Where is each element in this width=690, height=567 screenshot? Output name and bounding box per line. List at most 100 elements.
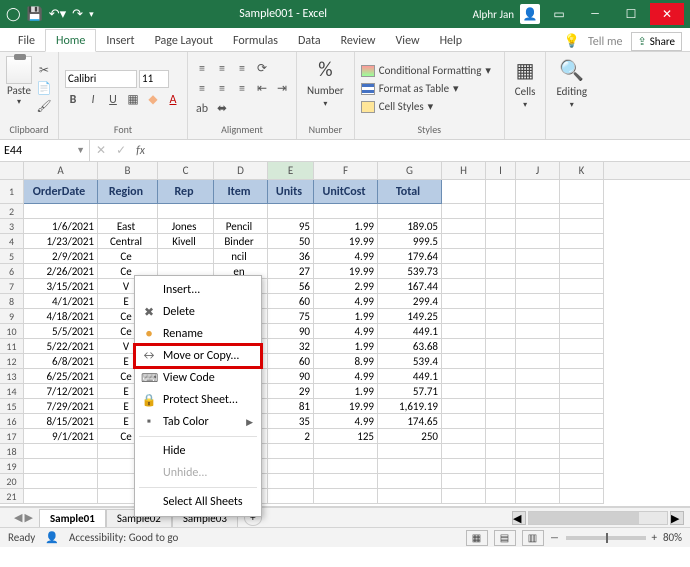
cell[interactable]: 179.64	[378, 249, 442, 264]
zoom-level[interactable]: 80%	[663, 531, 682, 544]
cell[interactable]: 1.99	[314, 384, 378, 399]
menu-insert[interactable]: Insert...	[135, 279, 261, 301]
col-header-F[interactable]: F	[314, 162, 378, 179]
cell[interactable]	[442, 234, 486, 249]
indent-dec-icon[interactable]: ⇤	[254, 81, 270, 97]
bold-icon[interactable]: B	[65, 92, 81, 108]
row-number[interactable]: 5	[0, 249, 24, 264]
sheet-next-icon[interactable]: ▶	[24, 511, 32, 524]
tab-data[interactable]: Data	[288, 30, 331, 51]
menu-protect-sheet[interactable]: 🔒Protect Sheet...	[135, 389, 261, 411]
cell[interactable]: 8/15/2021	[24, 414, 98, 429]
cell[interactable]	[516, 324, 560, 339]
menu-rename[interactable]: ●Rename	[135, 323, 261, 345]
cell[interactable]	[516, 294, 560, 309]
cell[interactable]: 6/25/2021	[24, 369, 98, 384]
cell[interactable]	[314, 204, 378, 219]
row-number[interactable]: 16	[0, 414, 24, 429]
cell[interactable]	[24, 204, 98, 219]
cell[interactable]	[314, 459, 378, 474]
cell[interactable]: 539.4	[378, 354, 442, 369]
share-button[interactable]: ⇪Share	[631, 32, 682, 51]
cell[interactable]	[442, 324, 486, 339]
cell[interactable]: 449.1	[378, 369, 442, 384]
cell[interactable]	[516, 204, 560, 219]
cell[interactable]: 2.99	[314, 279, 378, 294]
view-page-break-icon[interactable]: ▥	[522, 530, 544, 546]
cell[interactable]	[486, 384, 516, 399]
cell[interactable]: 1.99	[314, 309, 378, 324]
chevron-down-icon[interactable]: ▼	[76, 145, 85, 156]
cell[interactable]	[486, 264, 516, 279]
sheet-nav[interactable]: ◀▶	[8, 511, 39, 524]
cell[interactable]: 1.99	[314, 339, 378, 354]
cell[interactable]	[486, 399, 516, 414]
wrap-text-icon[interactable]: ab	[194, 101, 210, 117]
cell[interactable]	[486, 219, 516, 234]
paste-button[interactable]: Paste▾	[6, 56, 32, 121]
cell[interactable]	[560, 384, 604, 399]
align-bottom-icon[interactable]: ≡	[234, 61, 250, 77]
cell[interactable]: 60	[268, 294, 314, 309]
header-cell[interactable]: Rep	[158, 180, 214, 204]
cell[interactable]	[486, 459, 516, 474]
cell[interactable]: 299.4	[378, 294, 442, 309]
cell[interactable]: 57.71	[378, 384, 442, 399]
cell[interactable]	[442, 399, 486, 414]
cell[interactable]: 35	[268, 414, 314, 429]
row-number[interactable]: 13	[0, 369, 24, 384]
cell[interactable]	[24, 489, 98, 504]
cell[interactable]	[378, 474, 442, 489]
merge-icon[interactable]: ⬌	[214, 101, 230, 117]
header-cell[interactable]: Item	[214, 180, 268, 204]
tab-review[interactable]: Review	[331, 30, 386, 51]
col-header-G[interactable]: G	[378, 162, 442, 179]
tell-me-icon[interactable]: 💡	[564, 34, 580, 49]
cancel-formula-icon[interactable]: ✕	[96, 143, 106, 158]
cell[interactable]: 1,619.19	[378, 399, 442, 414]
cell[interactable]: 4.99	[314, 249, 378, 264]
header-cell[interactable]	[516, 180, 560, 204]
cell[interactable]	[516, 399, 560, 414]
header-cell[interactable]: Total	[378, 180, 442, 204]
align-right-icon[interactable]: ≡	[234, 81, 250, 97]
cell[interactable]	[516, 354, 560, 369]
hscroll-left-icon[interactable]: ◀	[512, 511, 526, 525]
italic-icon[interactable]: I	[85, 92, 101, 108]
cell[interactable]	[516, 249, 560, 264]
row-number[interactable]: 21	[0, 489, 24, 504]
cell[interactable]: Binder	[214, 234, 268, 249]
font-name-select[interactable]	[65, 70, 137, 88]
redo-icon[interactable]: ↷	[72, 7, 83, 22]
cell[interactable]: 32	[268, 339, 314, 354]
cell[interactable]	[560, 339, 604, 354]
tab-help[interactable]: Help	[430, 30, 473, 51]
autosave-icon[interactable]: ◯	[6, 7, 21, 22]
row-number[interactable]: 2	[0, 204, 24, 219]
tab-view[interactable]: View	[386, 30, 430, 51]
cell[interactable]	[486, 204, 516, 219]
col-header-B[interactable]: B	[98, 162, 158, 179]
font-size-select[interactable]	[139, 70, 169, 88]
accessibility-icon[interactable]: 👤	[45, 531, 59, 544]
cell[interactable]	[516, 429, 560, 444]
cell[interactable]	[98, 204, 158, 219]
cell[interactable]	[486, 414, 516, 429]
cell[interactable]: 60	[268, 354, 314, 369]
row-number[interactable]: 10	[0, 324, 24, 339]
cell[interactable]	[560, 399, 604, 414]
cell[interactable]: 9/1/2021	[24, 429, 98, 444]
cell[interactable]: 27	[268, 264, 314, 279]
tab-formulas[interactable]: Formulas	[223, 30, 288, 51]
tab-page-layout[interactable]: Page Layout	[145, 30, 223, 51]
tell-me-label[interactable]: Tell me	[588, 35, 623, 49]
cell[interactable]: 125	[314, 429, 378, 444]
row-number[interactable]: 4	[0, 234, 24, 249]
row-number[interactable]: 18	[0, 444, 24, 459]
cell[interactable]	[516, 219, 560, 234]
cell[interactable]	[560, 264, 604, 279]
cell[interactable]: Pencil	[214, 219, 268, 234]
cell[interactable]: 81	[268, 399, 314, 414]
cell[interactable]: 449.1	[378, 324, 442, 339]
cell[interactable]	[486, 474, 516, 489]
